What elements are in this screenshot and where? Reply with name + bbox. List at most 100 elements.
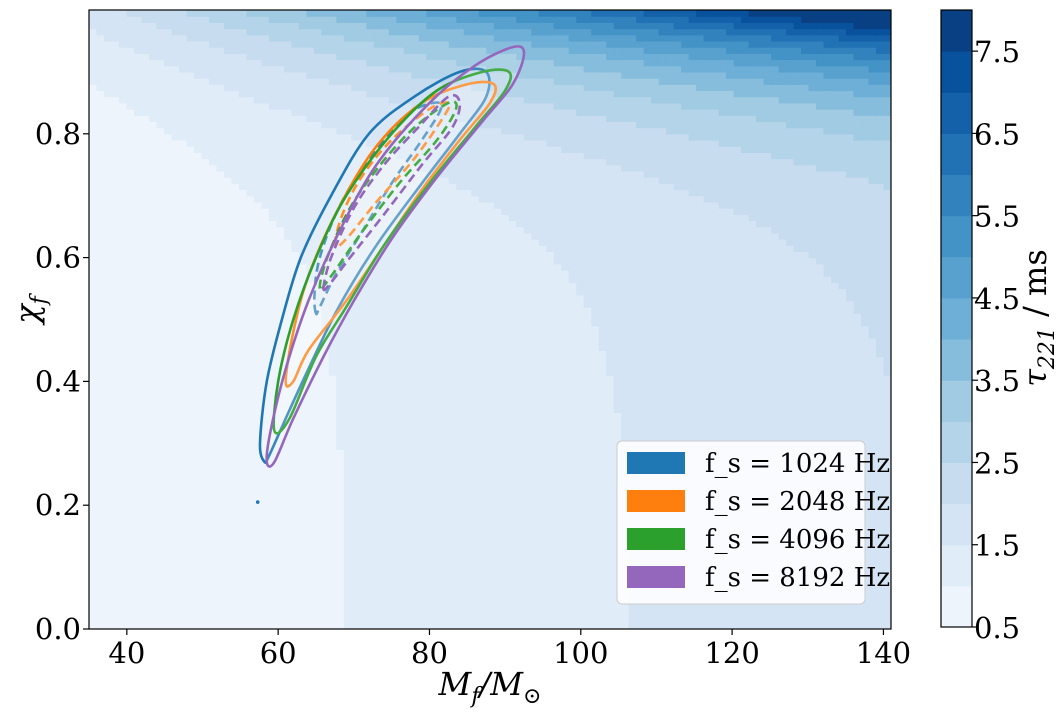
heatmap-cell (141, 307, 150, 314)
heatmap-cell (246, 610, 255, 618)
heatmap-cell (133, 622, 143, 629)
heatmap-cell (246, 16, 255, 23)
heatmap-cell (201, 529, 210, 537)
heatmap-cell (111, 579, 120, 587)
heatmap-cell (313, 517, 322, 525)
heatmap-cell (216, 208, 225, 215)
heatmap-cell (418, 536, 427, 543)
heatmap-cell (231, 418, 240, 426)
heatmap-cell (381, 307, 390, 314)
heatmap-cell (456, 152, 465, 160)
heatmap-cell (313, 300, 322, 308)
heatmap-cell (178, 585, 188, 593)
heatmap-cell (381, 362, 390, 370)
heatmap-cell (306, 523, 315, 531)
heatmap-cell (418, 263, 427, 271)
heatmap-cell (103, 356, 113, 364)
heatmap-cell (313, 313, 322, 321)
heatmap-cell (253, 115, 262, 123)
heatmap-cell (178, 492, 188, 500)
heatmap-cell (366, 573, 375, 581)
heatmap-cell (366, 443, 375, 451)
heatmap-cell (426, 455, 435, 463)
heatmap-cell (426, 201, 435, 209)
heatmap-cell (201, 276, 210, 283)
heatmap-cell (126, 542, 135, 550)
heatmap-cell (336, 461, 345, 469)
heatmap-cell (276, 616, 285, 624)
heatmap-cell (321, 424, 330, 432)
heatmap-cell (373, 307, 382, 314)
heatmap-cell (216, 109, 225, 116)
heatmap-cell (208, 195, 218, 203)
heatmap-cell (328, 300, 337, 308)
heatmap-cell (448, 220, 457, 228)
heatmap-cell (208, 183, 218, 191)
heatmap-cell (396, 152, 405, 160)
heatmap-cell (208, 307, 218, 314)
heatmap-cell (351, 474, 360, 482)
heatmap-cell (403, 412, 412, 420)
heatmap-cell (208, 170, 218, 178)
heatmap-cell (403, 84, 412, 92)
heatmap-cell (328, 418, 337, 426)
heatmap-cell (133, 486, 143, 494)
heatmap-cell (223, 344, 233, 352)
heatmap-cell (253, 455, 262, 463)
heatmap-cell (216, 610, 225, 618)
heatmap-cell (261, 307, 270, 314)
heatmap-cell (253, 226, 262, 234)
heatmap-cell (216, 189, 225, 197)
heatmap-cell (163, 146, 173, 153)
heatmap-cell (118, 486, 128, 494)
heatmap-cell (426, 127, 435, 135)
heatmap-cell (253, 313, 262, 321)
heatmap-cell (268, 387, 277, 395)
heatmap-cell (103, 350, 113, 358)
heatmap-cell (171, 102, 180, 110)
heatmap-cell (291, 381, 300, 389)
heatmap-cell (358, 461, 367, 469)
heatmap-cell (89, 523, 98, 531)
heatmap-cell (283, 344, 292, 352)
heatmap-cell (133, 257, 143, 265)
heatmap-cell (411, 313, 420, 321)
heatmap-cell (133, 548, 143, 556)
heatmap-cell (358, 307, 367, 314)
heatmap-cell (276, 480, 285, 488)
heatmap-cell (388, 375, 397, 382)
heatmap-cell (283, 542, 292, 550)
heatmap-cell (246, 511, 255, 519)
heatmap-cell (343, 183, 352, 191)
heatmap-cell (223, 90, 233, 98)
heatmap-cell (89, 474, 98, 482)
heatmap-cell (148, 455, 158, 463)
heatmap-cell (96, 591, 105, 599)
heatmap-cell (456, 536, 465, 543)
heatmap-cell (223, 610, 233, 618)
heatmap-cell (201, 511, 210, 519)
heatmap-cell (291, 189, 300, 197)
heatmap-cell (231, 239, 240, 246)
heatmap-cell (231, 288, 240, 296)
heatmap-cell (96, 369, 105, 376)
heatmap-cell (313, 622, 322, 629)
heatmap-cell (208, 455, 218, 463)
heatmap-cell (163, 362, 173, 370)
heatmap-cell (388, 53, 397, 61)
heatmap-cell (381, 406, 390, 413)
heatmap-cell (396, 109, 405, 116)
heatmap-cell (163, 71, 173, 79)
heatmap-cell (118, 455, 128, 463)
heatmap-cell (403, 239, 412, 246)
heatmap-cell (216, 133, 225, 141)
heatmap-cell (448, 344, 457, 352)
heatmap-cell (148, 536, 158, 543)
heatmap-cell (321, 362, 330, 370)
heatmap-cell (223, 121, 233, 129)
heatmap-cell (373, 127, 382, 135)
heatmap-cell (178, 251, 188, 259)
heatmap-cell (89, 375, 98, 382)
heatmap-cell (223, 220, 233, 228)
heatmap-cell (433, 251, 442, 259)
